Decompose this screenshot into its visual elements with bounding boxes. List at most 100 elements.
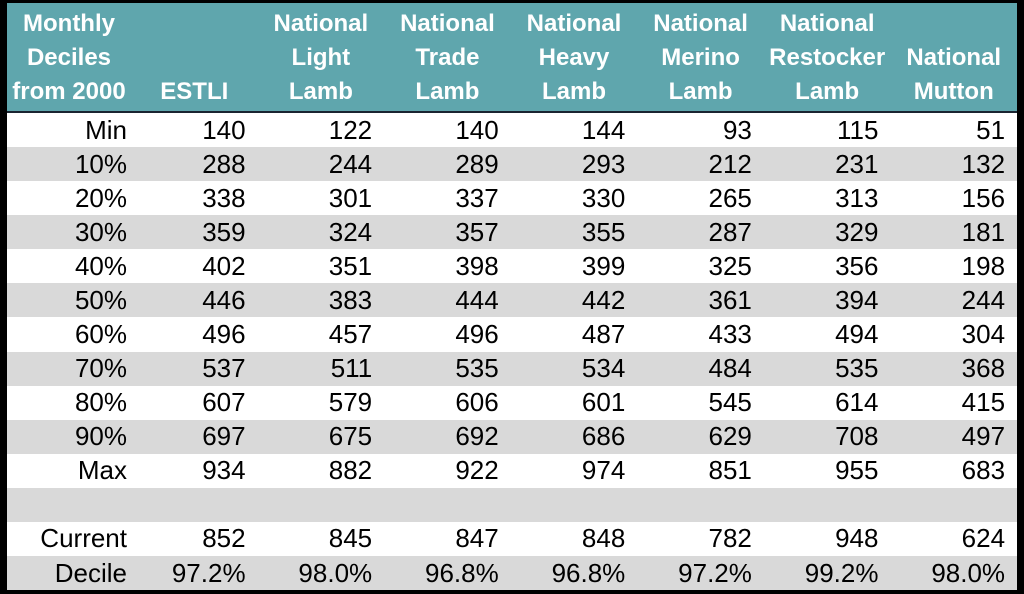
spacer-row	[7, 487, 1017, 522]
table-row: 30% 359 324 357 355 287 329 181	[7, 215, 1017, 250]
data-cell: 198	[961, 250, 1006, 281]
data-cell: 96.8%	[425, 557, 499, 588]
table-row: 70% 537 511 535 534 484 535 368	[7, 351, 1017, 386]
data-cell: 614	[835, 387, 879, 418]
deciles-table: Monthly Deciles from 2000 ESTLI National L…	[7, 3, 1017, 591]
data-cell: 98.0%	[298, 557, 373, 588]
column-header: National Trade Lamb	[400, 10, 495, 105]
data-cell: 683	[961, 455, 1006, 486]
row-label-cell	[7, 488, 131, 522]
data-cell: 545	[708, 387, 752, 418]
data-cell: 359	[202, 216, 246, 247]
table-row: 50% 446 383 444 442 361 394 244	[7, 283, 1017, 318]
data-cell: 338	[202, 182, 246, 213]
data-cell: 265	[708, 182, 752, 213]
row-label-cell: Min	[85, 114, 127, 145]
data-cell: 337	[455, 182, 499, 213]
data-cell: 383	[328, 284, 373, 315]
row-label-cell: 30%	[74, 216, 127, 247]
data-cell: 852	[202, 523, 246, 554]
data-cell	[890, 488, 1017, 522]
table-header-row: Monthly Deciles from 2000 ESTLI National L…	[7, 3, 1017, 111]
data-cell: 484	[708, 353, 752, 384]
data-cell: 444	[455, 284, 499, 315]
data-cell: 537	[202, 353, 246, 384]
data-cell: 368	[961, 353, 1006, 384]
column-header: National Merino Lamb	[653, 10, 748, 105]
column-header: ESTLI	[160, 78, 229, 105]
data-cell: 399	[581, 250, 626, 281]
data-cell: 132	[961, 148, 1006, 179]
table-row: 20% 338 301 337 330 265 313 156	[7, 181, 1017, 216]
row-label-cell: 20%	[74, 182, 127, 213]
data-cell: 324	[328, 216, 373, 247]
data-cell: 51	[976, 114, 1006, 145]
table-row: Min 140 122 140 144 93 115 51	[7, 113, 1017, 148]
row-label-cell: 10%	[74, 148, 127, 179]
table-row: Current 852 845 847 848 782 948 624	[7, 521, 1017, 557]
data-cell	[131, 488, 258, 522]
data-cell: 244	[328, 148, 373, 179]
table-row: 60% 496 457 496 487 433 494 304	[7, 317, 1017, 352]
data-cell: 415	[961, 387, 1006, 418]
table-row: Decile 97.2% 98.0% 96.8% 96.8% 97.2% 99.2% 98.0…	[7, 556, 1017, 591]
data-cell: 535	[455, 353, 499, 384]
data-cell: 442	[581, 284, 626, 315]
data-cell: 181	[961, 216, 1006, 247]
data-cell: 244	[961, 284, 1006, 315]
data-cell: 494	[835, 319, 879, 349]
data-cell: 847	[455, 523, 499, 554]
data-cell: 98.0%	[931, 557, 1006, 588]
data-cell	[258, 488, 385, 522]
data-cell: 115	[837, 114, 879, 145]
table-row: 80% 607 579 606 601 545 614 415	[7, 385, 1017, 420]
data-cell: 675	[328, 421, 373, 452]
data-cell: 351	[328, 250, 373, 281]
data-cell: 697	[202, 421, 246, 452]
data-cell: 293	[581, 148, 626, 179]
data-cell: 606	[455, 387, 499, 418]
table-row: 10% 288 244 289 293 212 231 132	[7, 147, 1017, 182]
data-cell: 708	[835, 421, 879, 452]
row-label-cell: 90%	[74, 421, 127, 452]
data-cell: 394	[835, 284, 879, 315]
data-cell: 487	[581, 319, 626, 349]
data-cell: 607	[202, 387, 246, 418]
data-cell	[511, 488, 638, 522]
data-cell	[384, 488, 511, 522]
data-cell: 496	[202, 319, 246, 349]
table-row: Max 934 882 922 974 851 955 683	[7, 453, 1017, 488]
row-label-cell: 60%	[74, 319, 127, 349]
column-header: National Light Lamb	[273, 10, 369, 105]
header-divider	[7, 111, 1017, 113]
data-cell: 974	[581, 455, 626, 486]
column-header: National Mutton	[906, 44, 1002, 105]
data-cell: 97.2%	[171, 557, 246, 588]
data-cell: 361	[708, 284, 752, 315]
data-cell: 624	[961, 523, 1006, 554]
data-cell: 457	[328, 319, 373, 349]
data-cell: 922	[455, 455, 499, 486]
data-cell: 398	[455, 250, 499, 281]
data-cell: 140	[455, 114, 499, 145]
data-cell: 511	[330, 353, 373, 384]
table-row: 90% 697 675 692 686 629 708 497	[7, 419, 1017, 454]
data-cell: 535	[835, 353, 879, 384]
corner-header: Monthly Deciles from 2000	[12, 10, 126, 105]
table-body: Min 140 122 140 144 93 115 51 10% 288 244 289 293 212…	[7, 113, 1017, 591]
data-cell: 948	[835, 523, 879, 554]
column-header: National Restocker Lamb	[769, 10, 886, 105]
data-cell: 782	[708, 523, 752, 554]
row-label-cell: Max	[77, 455, 127, 486]
data-cell: 446	[202, 284, 246, 315]
data-cell: 534	[581, 353, 626, 384]
data-cell: 934	[202, 455, 246, 486]
row-label-cell: 70%	[74, 353, 127, 384]
data-cell: 433	[708, 319, 752, 349]
row-label-cell: 80%	[74, 387, 127, 418]
data-cell: 288	[202, 148, 246, 179]
data-cell: 955	[835, 455, 879, 486]
data-cell: 686	[581, 421, 626, 452]
data-cell: 496	[455, 319, 499, 349]
row-label-cell: 50%	[74, 284, 127, 315]
